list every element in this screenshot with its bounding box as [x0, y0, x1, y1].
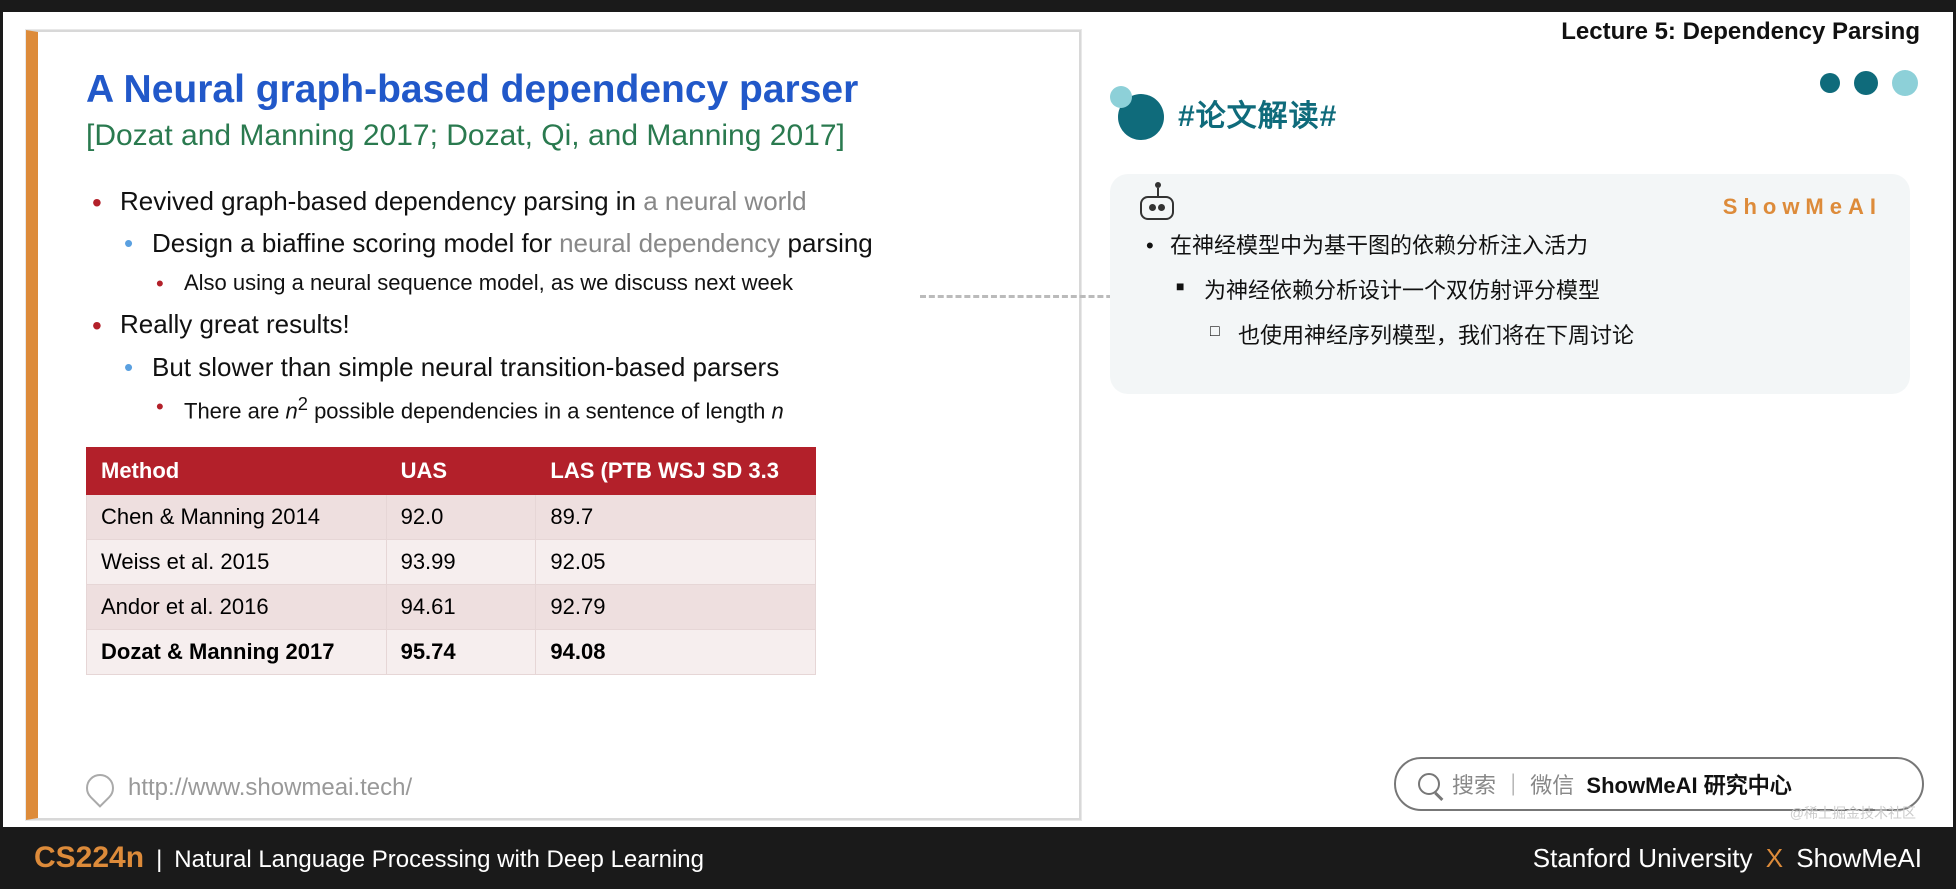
- cell: Weiss et al. 2015: [87, 540, 387, 585]
- bottom-left: CS224n | Natural Language Processing wit…: [34, 841, 704, 875]
- bullet-1-1-pre: Design a biaffine scoring model for: [152, 228, 559, 258]
- paper-heading-text: #论文解读#: [1178, 91, 1337, 135]
- search-mid: 微信: [1530, 773, 1574, 798]
- top-border: [0, 0, 1956, 12]
- zh-item-2: 为神经依赖分析设计一个双仿射评分模型 也使用神经序列模型，我们将在下周讨论: [1170, 273, 1880, 353]
- b211-n1: n: [286, 399, 298, 424]
- table-header-row: Method UAS LAS (PTB WSJ SD 3.3: [87, 448, 816, 495]
- bullet-list: Revived graph-based dependency parsing i…: [86, 183, 1031, 427]
- bullet-2-1-text: But slower than simple neural transition…: [152, 352, 779, 382]
- bullet-1-text-pre: Revived graph-based dependency parsing i…: [120, 186, 643, 216]
- connector-line: [920, 295, 1130, 298]
- semicircle-icon: [1110, 86, 1164, 140]
- slide-subtitle: [Dozat and Manning 2017; Dozat, Qi, and …: [86, 119, 1031, 153]
- paper-heading: #论文解读#: [1110, 86, 1910, 140]
- th-uas: UAS: [386, 448, 536, 495]
- university: Stanford University: [1533, 843, 1753, 873]
- table-row: Andor et al. 2016 94.61 92.79: [87, 585, 816, 630]
- cell: Dozat & Manning 2017: [87, 630, 387, 675]
- table-body: Chen & Manning 2014 92.0 89.7 Weiss et a…: [87, 495, 816, 675]
- cell: 94.08: [536, 630, 816, 675]
- zh-2-text: 为神经依赖分析设计一个双仿射评分模型: [1204, 278, 1600, 303]
- cell: 95.74: [386, 630, 536, 675]
- note-card: ShowMeAI 在神经模型中为基干图的依赖分析注入活力 为神经依赖分析设计一个…: [1110, 174, 1910, 394]
- bullet-1-1-1: Also using a neural sequence model, as w…: [152, 268, 1031, 299]
- bullet-1-1: Design a biaffine scoring model for neur…: [120, 225, 1031, 298]
- cursor-icon: [80, 768, 120, 808]
- course-title: Natural Language Processing with Deep Le…: [174, 846, 704, 874]
- bullet-2-1: But slower than simple neural transition…: [120, 349, 1031, 428]
- cell: 92.05: [536, 540, 816, 585]
- zh-1-text: 在神经模型中为基干图的依赖分析注入活力: [1170, 233, 1588, 258]
- x-separator: X: [1766, 843, 1783, 873]
- cell: Andor et al. 2016: [87, 585, 387, 630]
- search-pre: 搜索: [1452, 773, 1496, 798]
- search-icon: [1418, 773, 1440, 795]
- bullet-2: Really great results! But slower than si…: [86, 306, 1031, 427]
- results-table: Method UAS LAS (PTB WSJ SD 3.3 Chen & Ma…: [86, 447, 816, 675]
- course-sep: |: [156, 846, 162, 874]
- zh-list: 在神经模型中为基干图的依赖分析注入活力 为神经依赖分析设计一个双仿射评分模型 也…: [1140, 228, 1880, 354]
- search-sep: ｜: [1502, 773, 1524, 798]
- bullet-2-text: Really great results!: [120, 309, 350, 339]
- slide-title: A Neural graph-based dependency parser: [86, 68, 1031, 113]
- zh-item-3: 也使用神经序列模型，我们将在下周讨论: [1204, 318, 1880, 353]
- right-panel: #论文解读# ShowMeAI 在神经模型中为基干图的依赖分析注入活力 为神经依…: [1110, 86, 1910, 394]
- b211-pre: There are: [184, 399, 286, 424]
- note-brand: ShowMeAI: [1723, 194, 1882, 220]
- lecture-label: Lecture 5: Dependency Parsing: [1561, 18, 1920, 46]
- bullet-1-1-fade: neural dependency: [559, 228, 780, 258]
- cell: 94.61: [386, 585, 536, 630]
- th-method: Method: [87, 448, 387, 495]
- cell: 92.0: [386, 495, 536, 540]
- table-row: Chen & Manning 2014 92.0 89.7: [87, 495, 816, 540]
- bottom-bar: CS224n | Natural Language Processing wit…: [0, 827, 1956, 889]
- th-las: LAS (PTB WSJ SD 3.3: [536, 448, 816, 495]
- slide-footer: http://www.showmeai.tech/: [86, 774, 412, 802]
- bullet-1: Revived graph-based dependency parsing i…: [86, 183, 1031, 299]
- cell: Chen & Manning 2014: [87, 495, 387, 540]
- table-row: Weiss et al. 2015 93.99 92.05: [87, 540, 816, 585]
- table-row: Dozat & Manning 2017 95.74 94.08: [87, 630, 816, 675]
- slide-card: A Neural graph-based dependency parser […: [26, 30, 1081, 820]
- zh-item-1: 在神经模型中为基干图的依赖分析注入活力 为神经依赖分析设计一个双仿射评分模型 也…: [1140, 228, 1880, 354]
- bullet-2-1-1: There are n2 possible dependencies in a …: [152, 391, 1031, 427]
- course-code: CS224n: [34, 841, 144, 875]
- b211-sup: 2: [298, 393, 308, 414]
- robot-icon: [1140, 196, 1174, 220]
- cell: 92.79: [536, 585, 816, 630]
- brand: ShowMeAI: [1796, 843, 1922, 873]
- b211-post: possible dependencies in a sentence of l…: [308, 399, 772, 424]
- footer-url: http://www.showmeai.tech/: [128, 774, 412, 802]
- search-bold: ShowMeAI 研究中心: [1586, 773, 1791, 798]
- b211-n2: n: [772, 399, 784, 424]
- cell: 93.99: [386, 540, 536, 585]
- bullet-1-1-post: parsing: [780, 228, 873, 258]
- search-hint: 搜索 ｜ 微信 ShowMeAI 研究中心: [1452, 768, 1792, 800]
- watermark: @稀土掘金技术社区: [1790, 803, 1916, 823]
- bullet-1-text-fade: a neural world: [643, 186, 806, 216]
- cell: 89.7: [536, 495, 816, 540]
- bottom-right: Stanford University X ShowMeAI: [1533, 843, 1922, 874]
